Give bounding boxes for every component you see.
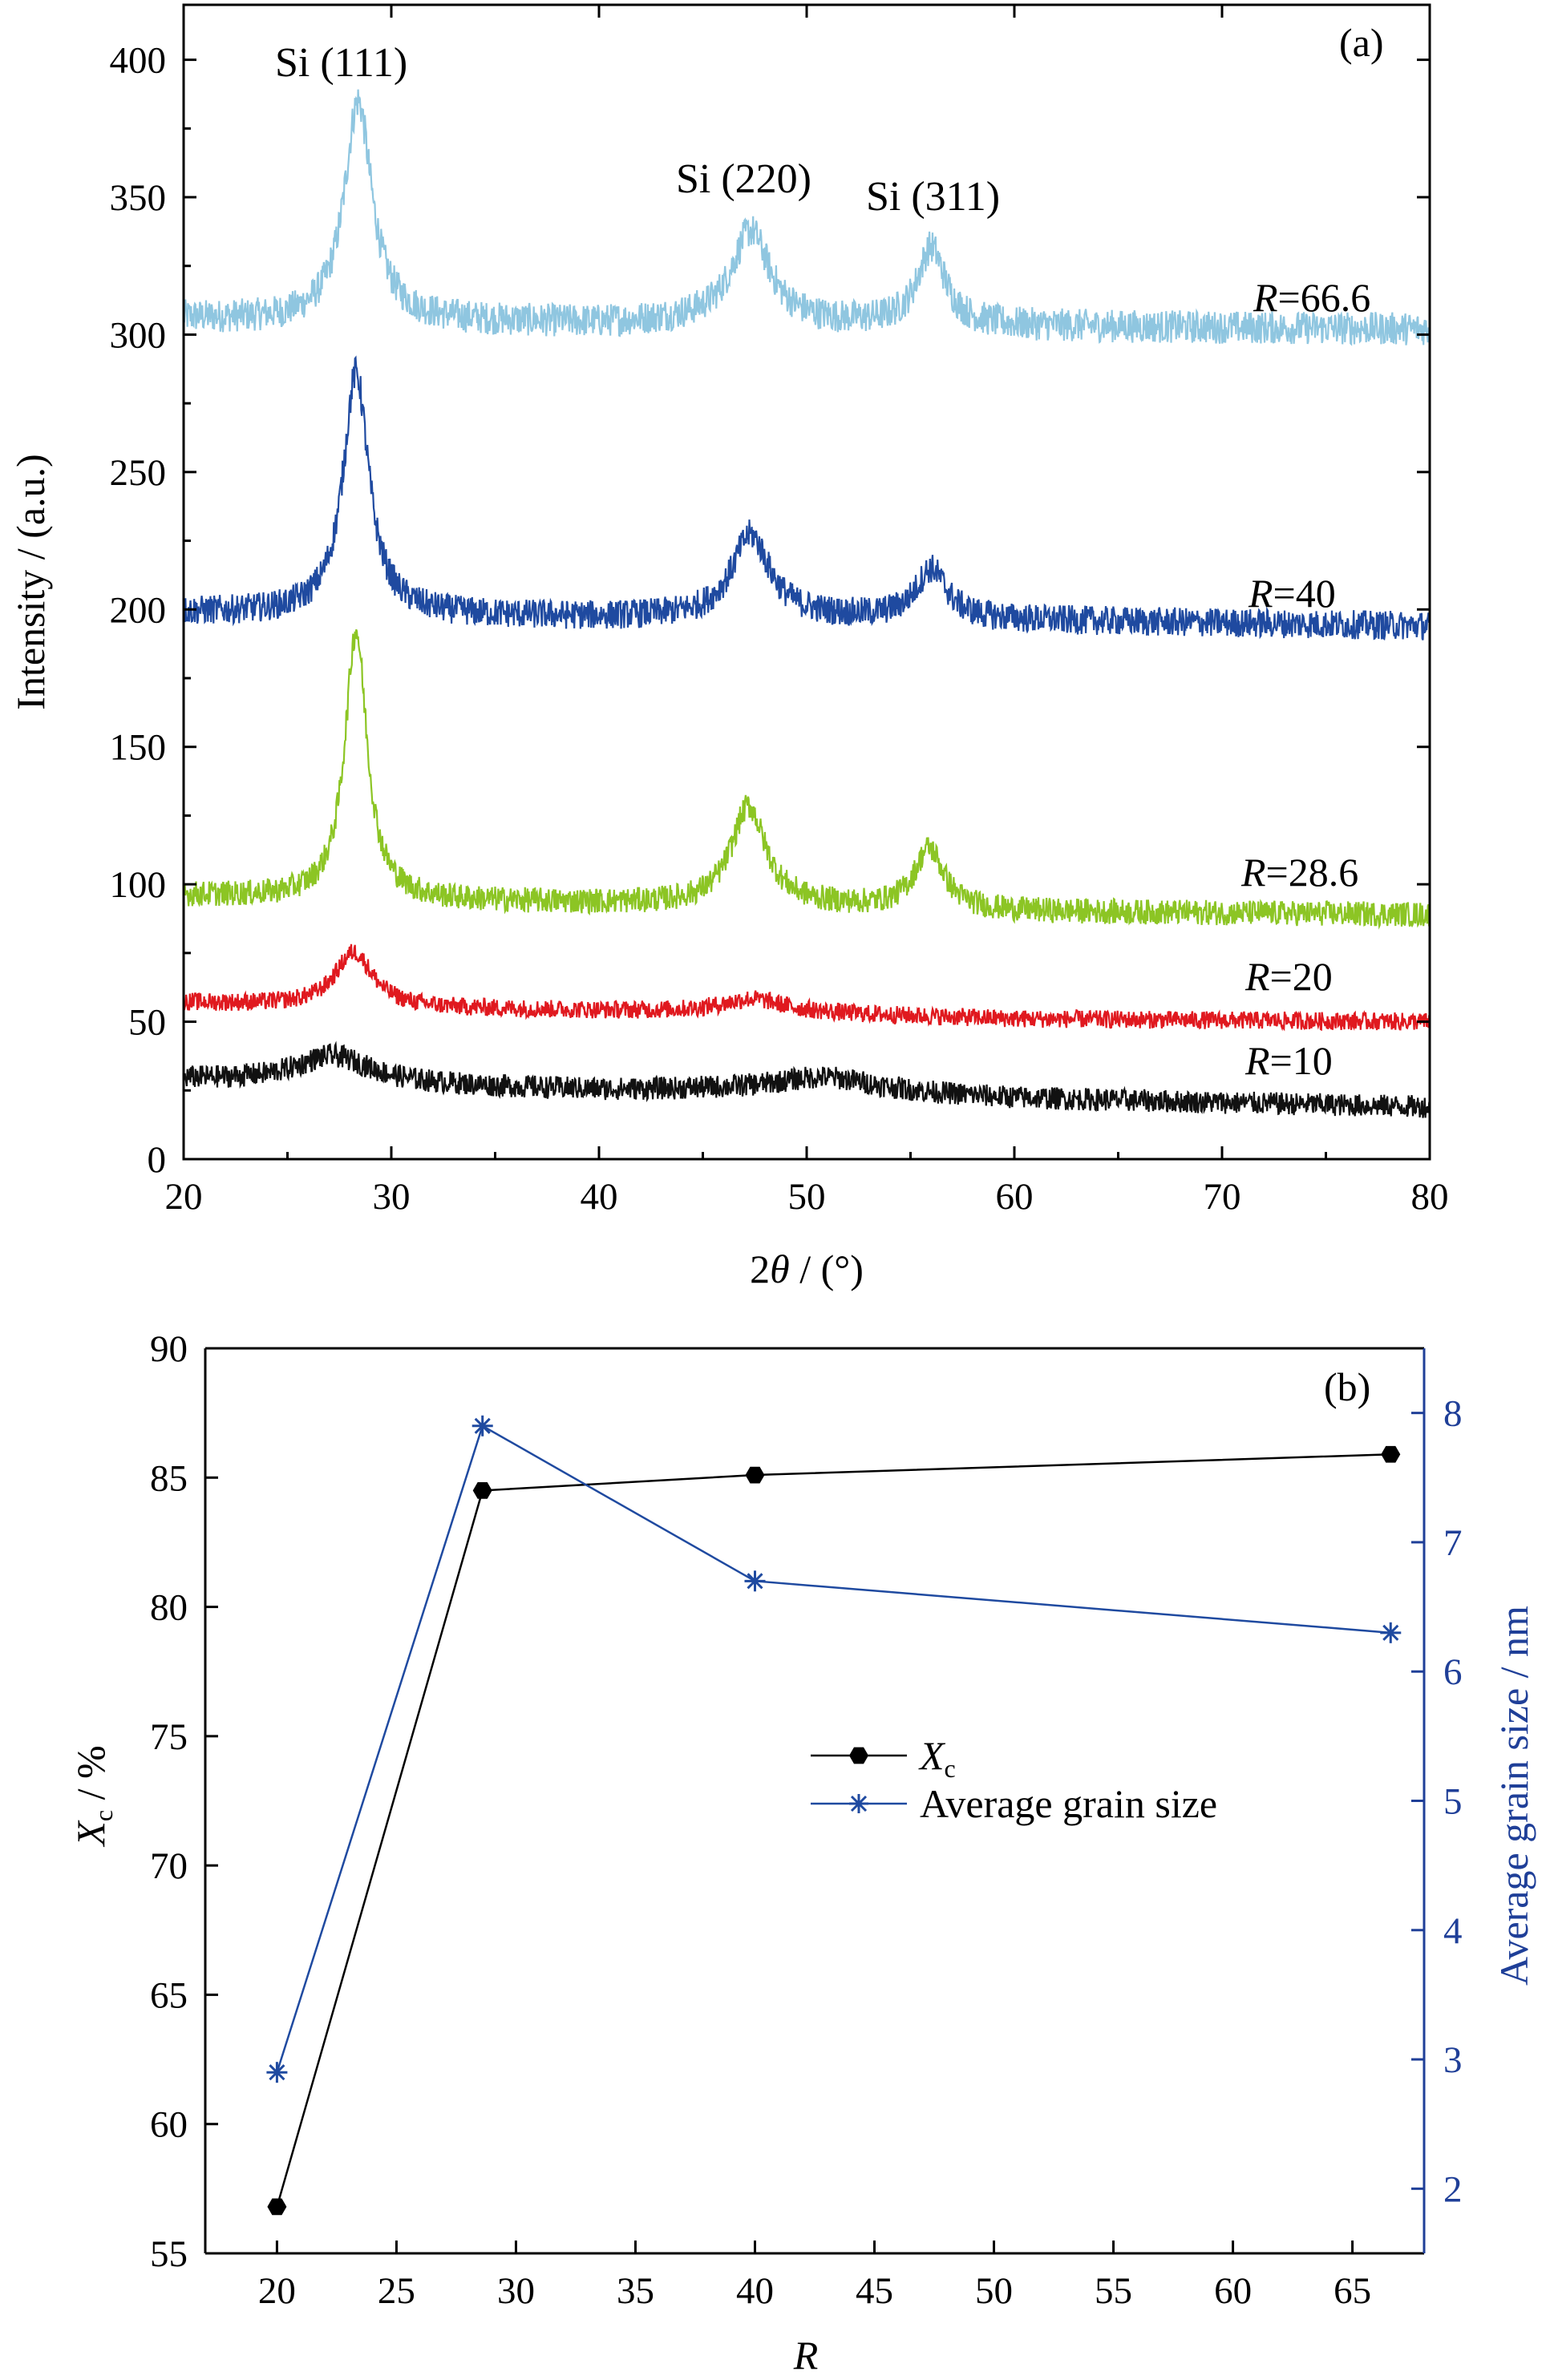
b-yr-tick-label-3: 3 <box>1443 2039 1463 2081</box>
y-tick-label-400: 400 <box>110 40 167 82</box>
panel-b-x-axis-label: R <box>793 2333 819 2378</box>
b-yr-tick-label-6: 6 <box>1443 1651 1463 1693</box>
xc-point-1 <box>472 1482 492 1499</box>
y-tick-label-250: 250 <box>110 452 167 494</box>
grain-point-1 <box>471 1415 493 1436</box>
b-yl-tick-label-60: 60 <box>150 2104 188 2146</box>
x-tick-label-60: 60 <box>996 1176 1034 1218</box>
xc-line <box>276 1453 1391 2208</box>
peak-label-si-220: Si (220) <box>676 156 811 202</box>
panel-a-y-axis-label: Intensity / (a.u.) <box>8 454 53 709</box>
b-x-tick-label-35: 35 <box>617 2270 654 2312</box>
legend-label-grain: Average grain size <box>920 1781 1217 1826</box>
panel-b-right-y-axis-label: Average grain size / nm <box>1491 1606 1536 1986</box>
xrd-series-r10 <box>182 1040 1431 1118</box>
panel-b-left-y-ticks: 55 60 65 70 75 80 85 90 <box>150 1328 218 2275</box>
series-label-r20: R=20 <box>1244 954 1333 999</box>
b-yl-tick-label-65: 65 <box>150 1974 188 2016</box>
x-tick-label-20: 20 <box>165 1176 203 1218</box>
b-yl-tick-label-55: 55 <box>150 2233 188 2275</box>
b-x-tick-label-40: 40 <box>736 2270 774 2312</box>
panel-b-legend: Xc Average grain size <box>811 1733 1217 1826</box>
series-label-r40: R=40 <box>1248 571 1336 616</box>
b-yr-tick-label-5: 5 <box>1443 1781 1463 1823</box>
b-yr-tick-label-8: 8 <box>1443 1393 1463 1435</box>
b-yl-tick-label-90: 90 <box>150 1328 188 1370</box>
xrd-series-group <box>182 89 1431 1118</box>
x-tick-label-70: 70 <box>1204 1176 1241 1218</box>
y-tick-label-200: 200 <box>110 589 167 631</box>
xc-point-3 <box>1381 1445 1401 1463</box>
y-tick-label-300: 300 <box>110 314 167 356</box>
xrd-series-r666 <box>182 89 1431 346</box>
grain-line <box>276 1424 1391 2073</box>
y-tick-label-150: 150 <box>110 727 167 769</box>
legend-marker-grain <box>849 1794 868 1813</box>
b-yl-tick-label-80: 80 <box>150 1587 188 1629</box>
x-tick-label-30: 30 <box>373 1176 411 1218</box>
b-x-tick-label-45: 45 <box>856 2270 893 2312</box>
panel-a-y-ticks: 0 50 100 150 200 250 300 350 400 <box>110 40 1430 1181</box>
y-tick-label-100: 100 <box>110 864 167 906</box>
y-tick-label-350: 350 <box>110 177 167 219</box>
grain-point-0 <box>266 2062 288 2083</box>
peak-label-si-311: Si (311) <box>866 174 1000 220</box>
xc-point-0 <box>267 2198 287 2216</box>
x-tick-label-50: 50 <box>788 1176 826 1218</box>
panel-b-left-y-axis-label: Xc / % <box>68 1745 118 1847</box>
xc-point-2 <box>745 1466 765 1484</box>
panel-a-xrd-chart: 20 30 40 50 60 70 80 050100150200250300350400 … <box>8 3 1449 1291</box>
xrd-series-r40 <box>183 355 1431 640</box>
series-label-r28-6: R=28.6 <box>1240 850 1358 895</box>
y-tick-label-50: 50 <box>128 1002 166 1044</box>
x-tick-label-80: 80 <box>1411 1176 1449 1218</box>
b-x-tick-label-30: 30 <box>497 2270 535 2312</box>
b-x-tick-label-50: 50 <box>975 2270 1013 2312</box>
panel-a-x-ticks: 20 30 40 50 60 70 80 <box>165 5 1449 1218</box>
panel-b-x-ticks: 20 25 30 35 40 45 50 55 60 65 <box>258 2241 1371 2312</box>
b-x-tick-label-20: 20 <box>258 2270 296 2312</box>
b-x-tick-label-65: 65 <box>1333 2270 1371 2312</box>
b-yr-tick-label-2: 2 <box>1443 2168 1463 2210</box>
b-x-tick-label-55: 55 <box>1095 2270 1132 2312</box>
b-yl-tick-label-75: 75 <box>150 1716 188 1758</box>
legend-label-xc: Xc <box>918 1733 956 1783</box>
panel-b-label: (b) <box>1324 1364 1370 1409</box>
panel-a-x-axis-label: 2θ / (°) <box>750 1247 864 1291</box>
b-x-tick-label-25: 25 <box>378 2270 415 2312</box>
legend-marker-xc <box>849 1747 868 1764</box>
b-yl-tick-label-70: 70 <box>150 1845 188 1887</box>
panel-b-right-y-ticks: 2 3 4 5 6 7 8 <box>1411 1393 1463 2210</box>
panel-b-series-group <box>266 1415 1402 2216</box>
series-label-r66-6: R=66.6 <box>1253 275 1370 320</box>
series-label-r10: R=10 <box>1244 1038 1333 1083</box>
xrd-series-r286 <box>182 628 1431 930</box>
grain-point-2 <box>744 1570 766 1592</box>
panel-a-label: (a) <box>1339 20 1384 65</box>
b-x-tick-label-60: 60 <box>1214 2270 1252 2312</box>
y-tick-label-0: 0 <box>148 1139 167 1181</box>
b-yl-tick-label-85: 85 <box>150 1457 188 1499</box>
grain-point-3 <box>1380 1622 1402 1643</box>
x-tick-label-40: 40 <box>581 1176 618 1218</box>
xrd-series-r20 <box>182 944 1431 1032</box>
b-yr-tick-label-4: 4 <box>1443 1910 1463 1952</box>
peak-label-si-111: Si (111) <box>275 40 407 86</box>
b-yr-tick-label-7: 7 <box>1443 1522 1463 1564</box>
